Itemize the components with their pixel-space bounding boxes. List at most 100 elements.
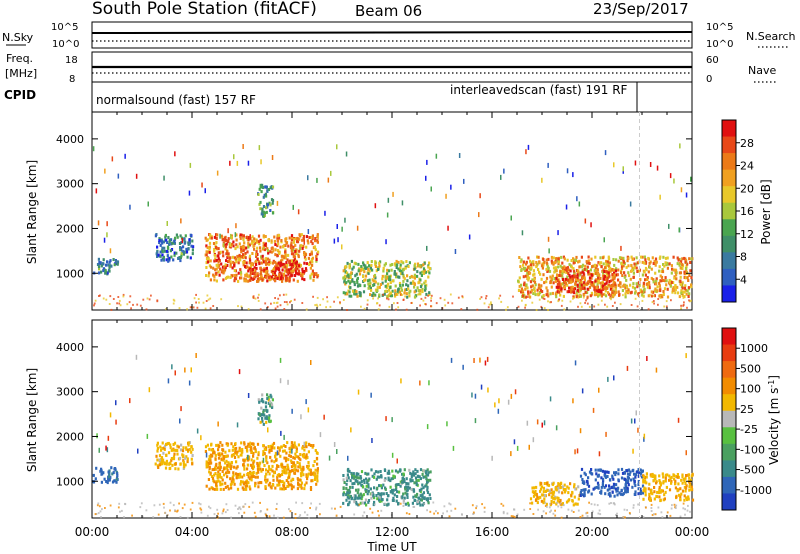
scatter-cell: [447, 301, 450, 304]
echo-cell: [239, 472, 242, 476]
echo-cell: [230, 480, 233, 484]
echo-cell: [284, 253, 287, 257]
echo-cell: [240, 250, 243, 254]
echo-cell: [342, 478, 345, 482]
echo-cell: [635, 262, 638, 266]
echo-cell: [674, 284, 677, 288]
echo-cell: [264, 235, 267, 238]
echo-cell: [691, 498, 695, 502]
echo-cell: [161, 446, 164, 450]
sporadic-cell: [216, 170, 219, 176]
echo-cell: [268, 448, 271, 452]
echo-cell: [108, 260, 111, 264]
echo-cell: [239, 270, 243, 274]
echo-cell: [269, 393, 272, 397]
echo-cell: [239, 255, 243, 259]
echo-cell: [288, 471, 291, 475]
echo-cell: [348, 290, 351, 294]
echo-cell: [392, 474, 395, 478]
sporadic-cell: [401, 200, 404, 206]
echo-cell: [670, 264, 673, 268]
echo-cell: [314, 273, 317, 276]
echo-cell: [208, 487, 211, 491]
echo-cell: [235, 446, 238, 450]
echo-cell: [418, 488, 421, 492]
echo-cell: [302, 473, 305, 477]
echo-cell: [173, 441, 177, 445]
scatter-cell: [613, 502, 615, 505]
echo-cell: [213, 248, 216, 251]
echo-cell: [564, 488, 567, 492]
echo-cell: [391, 488, 394, 492]
echo-cell: [625, 278, 628, 282]
echo-cell: [571, 499, 574, 503]
echo-cell: [405, 292, 408, 296]
echo-cell: [267, 238, 270, 242]
echo-cell: [208, 271, 211, 275]
scatter-cell: [128, 301, 131, 304]
echo-cell: [641, 491, 644, 495]
echo-cell: [557, 482, 560, 486]
echo-cell: [292, 269, 295, 273]
echo-cell: [268, 416, 271, 420]
echo-cell: [294, 249, 297, 253]
echo-cell: [386, 498, 389, 502]
sporadic-cell: [310, 360, 312, 365]
echo-cell: [221, 452, 224, 456]
sporadic-cell: [613, 375, 615, 381]
echo-cell: [108, 266, 111, 270]
echo-cell: [293, 441, 296, 445]
echo-cell: [582, 271, 585, 275]
echo-cell: [191, 239, 194, 243]
echo-cell: [265, 194, 268, 198]
echo-cell: [221, 250, 225, 254]
scatter-cell: [102, 297, 105, 300]
sporadic-cell: [576, 448, 579, 454]
scatter-cell: [372, 297, 374, 300]
echo-cell: [424, 279, 427, 283]
scatter-cell: [264, 302, 267, 305]
scatter-cell: [225, 503, 228, 506]
echo-cell: [383, 263, 386, 267]
sporadic-cell: [503, 168, 505, 174]
echo-cell: [413, 481, 416, 485]
echo-cell: [683, 290, 686, 294]
scatter-cell: [308, 517, 310, 519]
echo-cell: [176, 235, 179, 239]
echo-cell: [179, 248, 182, 252]
echo-cell: [563, 270, 566, 274]
echo-cell: [211, 468, 214, 472]
scatter-cell: [636, 305, 639, 308]
echo-cell: [530, 266, 533, 270]
echo-cell: [182, 446, 185, 450]
echo-cell: [165, 459, 168, 463]
echo-cell: [316, 252, 319, 256]
echo-cell: [259, 249, 262, 253]
echo-cell: [620, 264, 624, 268]
echo-cell: [313, 460, 316, 463]
echo-cell: [364, 488, 367, 492]
echo-cell: [96, 263, 100, 266]
echo-cell: [205, 244, 208, 248]
scatter-cell: [318, 502, 321, 505]
scatter-cell: [535, 309, 538, 311]
echo-cell: [209, 233, 212, 237]
echo-cell: [642, 480, 645, 484]
echo-cell: [283, 484, 286, 488]
echo-cell: [235, 260, 238, 264]
echo-cell: [600, 489, 603, 493]
scatter-cell: [567, 508, 570, 511]
echo-cell: [258, 242, 261, 246]
echo-cell: [167, 236, 170, 239]
echo-cell: [310, 240, 313, 244]
echo-cell: [687, 495, 690, 499]
sporadic-cell: [604, 150, 607, 156]
echo-cell: [622, 492, 625, 496]
echo-cell: [250, 446, 253, 449]
echo-cell: [213, 259, 216, 263]
echo-cell: [362, 275, 365, 278]
echo-cell: [356, 294, 359, 298]
echo-cell: [679, 487, 682, 491]
scatter-cell: [93, 302, 96, 305]
sporadic-cell: [184, 367, 186, 373]
